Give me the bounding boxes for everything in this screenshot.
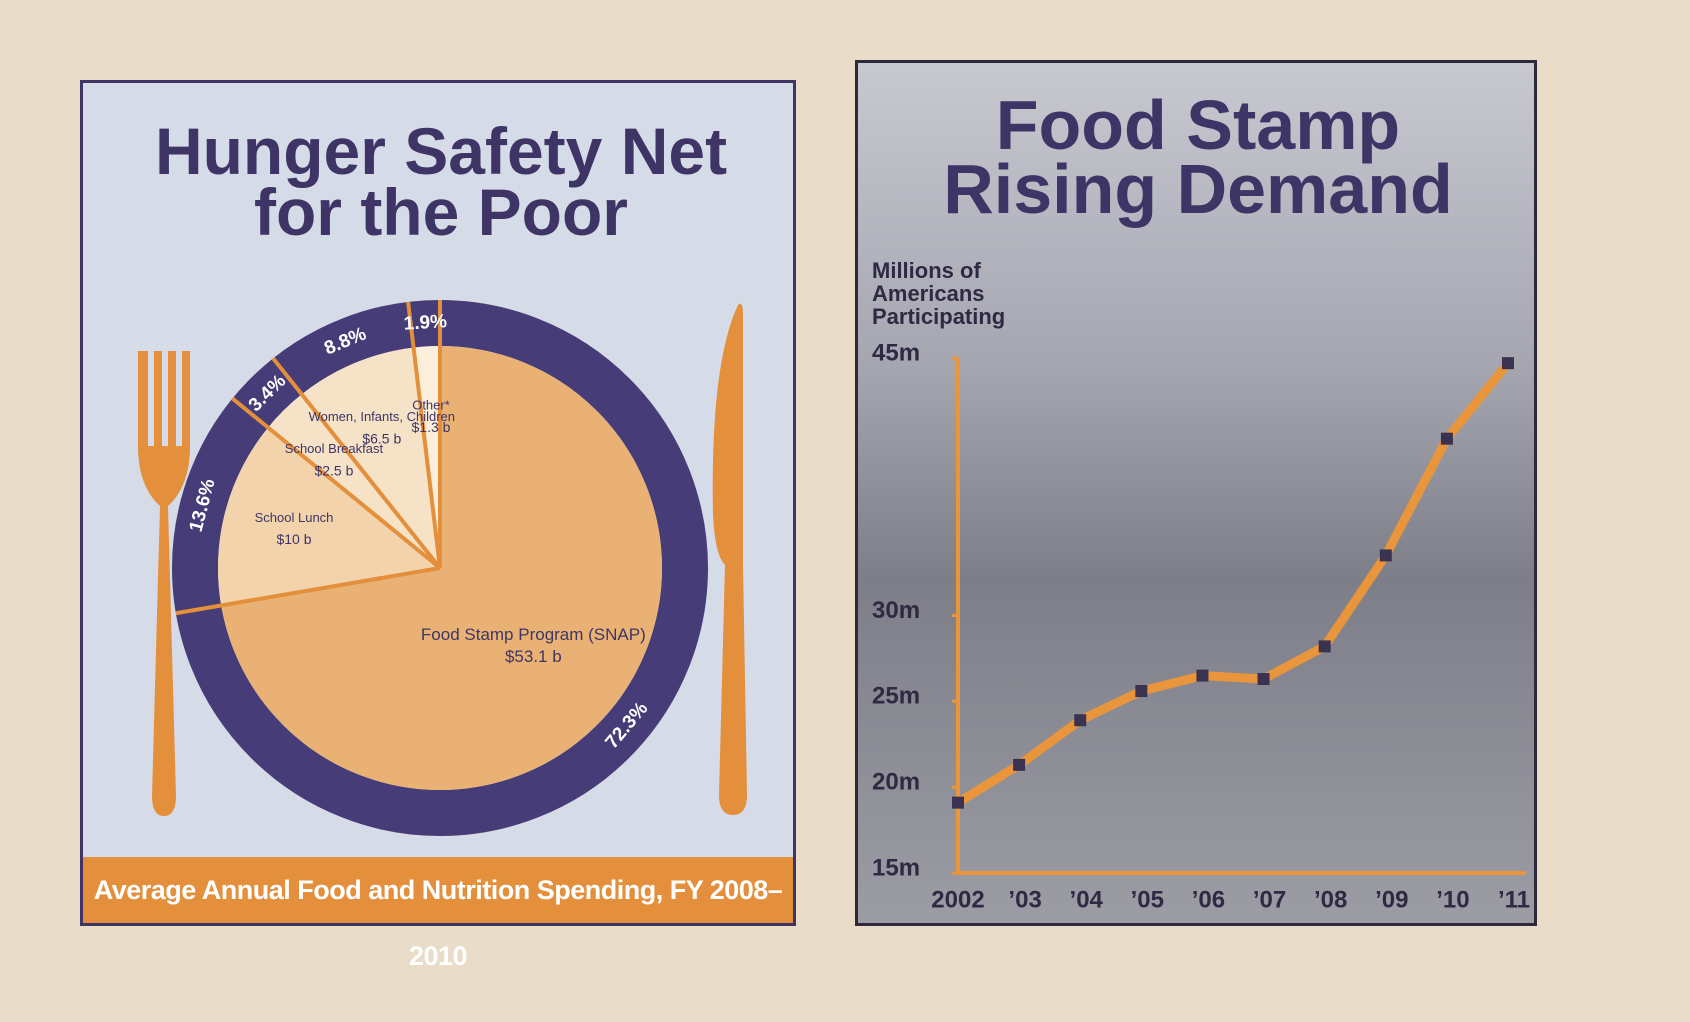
slice-percent: 1.9% xyxy=(403,311,448,335)
x-tick-label: ’11 xyxy=(1498,886,1530,913)
data-point xyxy=(1074,714,1087,727)
slice-amount: $1.3 b xyxy=(412,419,451,435)
x-tick-label: ’10 xyxy=(1436,886,1469,913)
slice-label: School Breakfast xyxy=(285,441,384,456)
slice-divider xyxy=(406,301,442,569)
data-line xyxy=(955,360,1512,807)
knife-icon xyxy=(712,303,747,815)
pie-panel: Food Stamp Program (SNAP) $53.1 b 72.3% Sch… xyxy=(80,80,796,971)
slice-divider xyxy=(231,396,442,570)
x-tick-label: 2002 xyxy=(931,886,984,913)
pie-slice xyxy=(217,427,440,606)
fork-icon xyxy=(138,351,190,816)
line-panel: 15m 20m 25m 30m 45m 2002 ’03 ’04 ’05 ’06 ’07 ’08 ’09… xyxy=(855,60,1537,926)
slice-amount: $2.5 b xyxy=(314,462,353,478)
x-tick-label: ’05 xyxy=(1131,886,1164,913)
pie-slice xyxy=(268,394,440,568)
x-tick-label: ’08 xyxy=(1314,886,1347,913)
data-point xyxy=(1379,549,1392,562)
y-tick-label: 25m xyxy=(872,683,920,710)
slice-amount: $10 b xyxy=(276,531,311,547)
data-point xyxy=(1318,640,1331,653)
chart-subtitle: Average Annual Food and Nutrition Spendi… xyxy=(83,857,793,971)
x-tick-label: ’09 xyxy=(1375,886,1408,913)
slice-divider xyxy=(175,566,441,616)
data-point xyxy=(1257,673,1270,686)
data-point xyxy=(1196,669,1209,682)
pie-slice xyxy=(301,347,440,568)
slice-amount: $6.5 b xyxy=(362,430,401,446)
data-point xyxy=(952,796,964,809)
chart-title: Hunger Safety Net for the Poor xyxy=(154,114,728,249)
pie-chart: Food Stamp Program (SNAP)$53.1 b72.3%Sch… xyxy=(138,300,747,836)
x-tick-label: ’07 xyxy=(1253,886,1286,913)
chart-title: Food Stamp Rising Demand xyxy=(943,86,1453,229)
y-tick-label: 45m xyxy=(872,339,920,366)
line-chart: 15m 20m 25m 30m 45m 2002 ’03 ’04 ’05 ’06 ’07 ’08 ’09… xyxy=(872,339,1530,913)
y-axis-label: Millions of Americans Participating xyxy=(872,258,1006,330)
x-tick-label: ’06 xyxy=(1192,886,1225,913)
y-tick-label: 15m xyxy=(872,854,920,881)
slice-label: Food Stamp Program (SNAP) xyxy=(421,625,646,644)
data-point xyxy=(1440,432,1453,445)
slice-divider xyxy=(271,357,442,570)
slice-amount: $53.1 b xyxy=(505,647,562,666)
slice-label: School Lunch xyxy=(255,510,334,525)
slice-label: Women, Infants, Children xyxy=(309,409,455,424)
y-tick-label: 20m xyxy=(872,769,920,796)
slice-label: Other* xyxy=(412,398,450,413)
data-point xyxy=(1135,685,1148,698)
data-point xyxy=(1013,758,1026,771)
x-tick-label: ’04 xyxy=(1070,886,1104,913)
x-tick-label: ’03 xyxy=(1008,886,1041,913)
y-tick-label: 30m xyxy=(872,597,920,624)
data-point xyxy=(1502,357,1514,370)
